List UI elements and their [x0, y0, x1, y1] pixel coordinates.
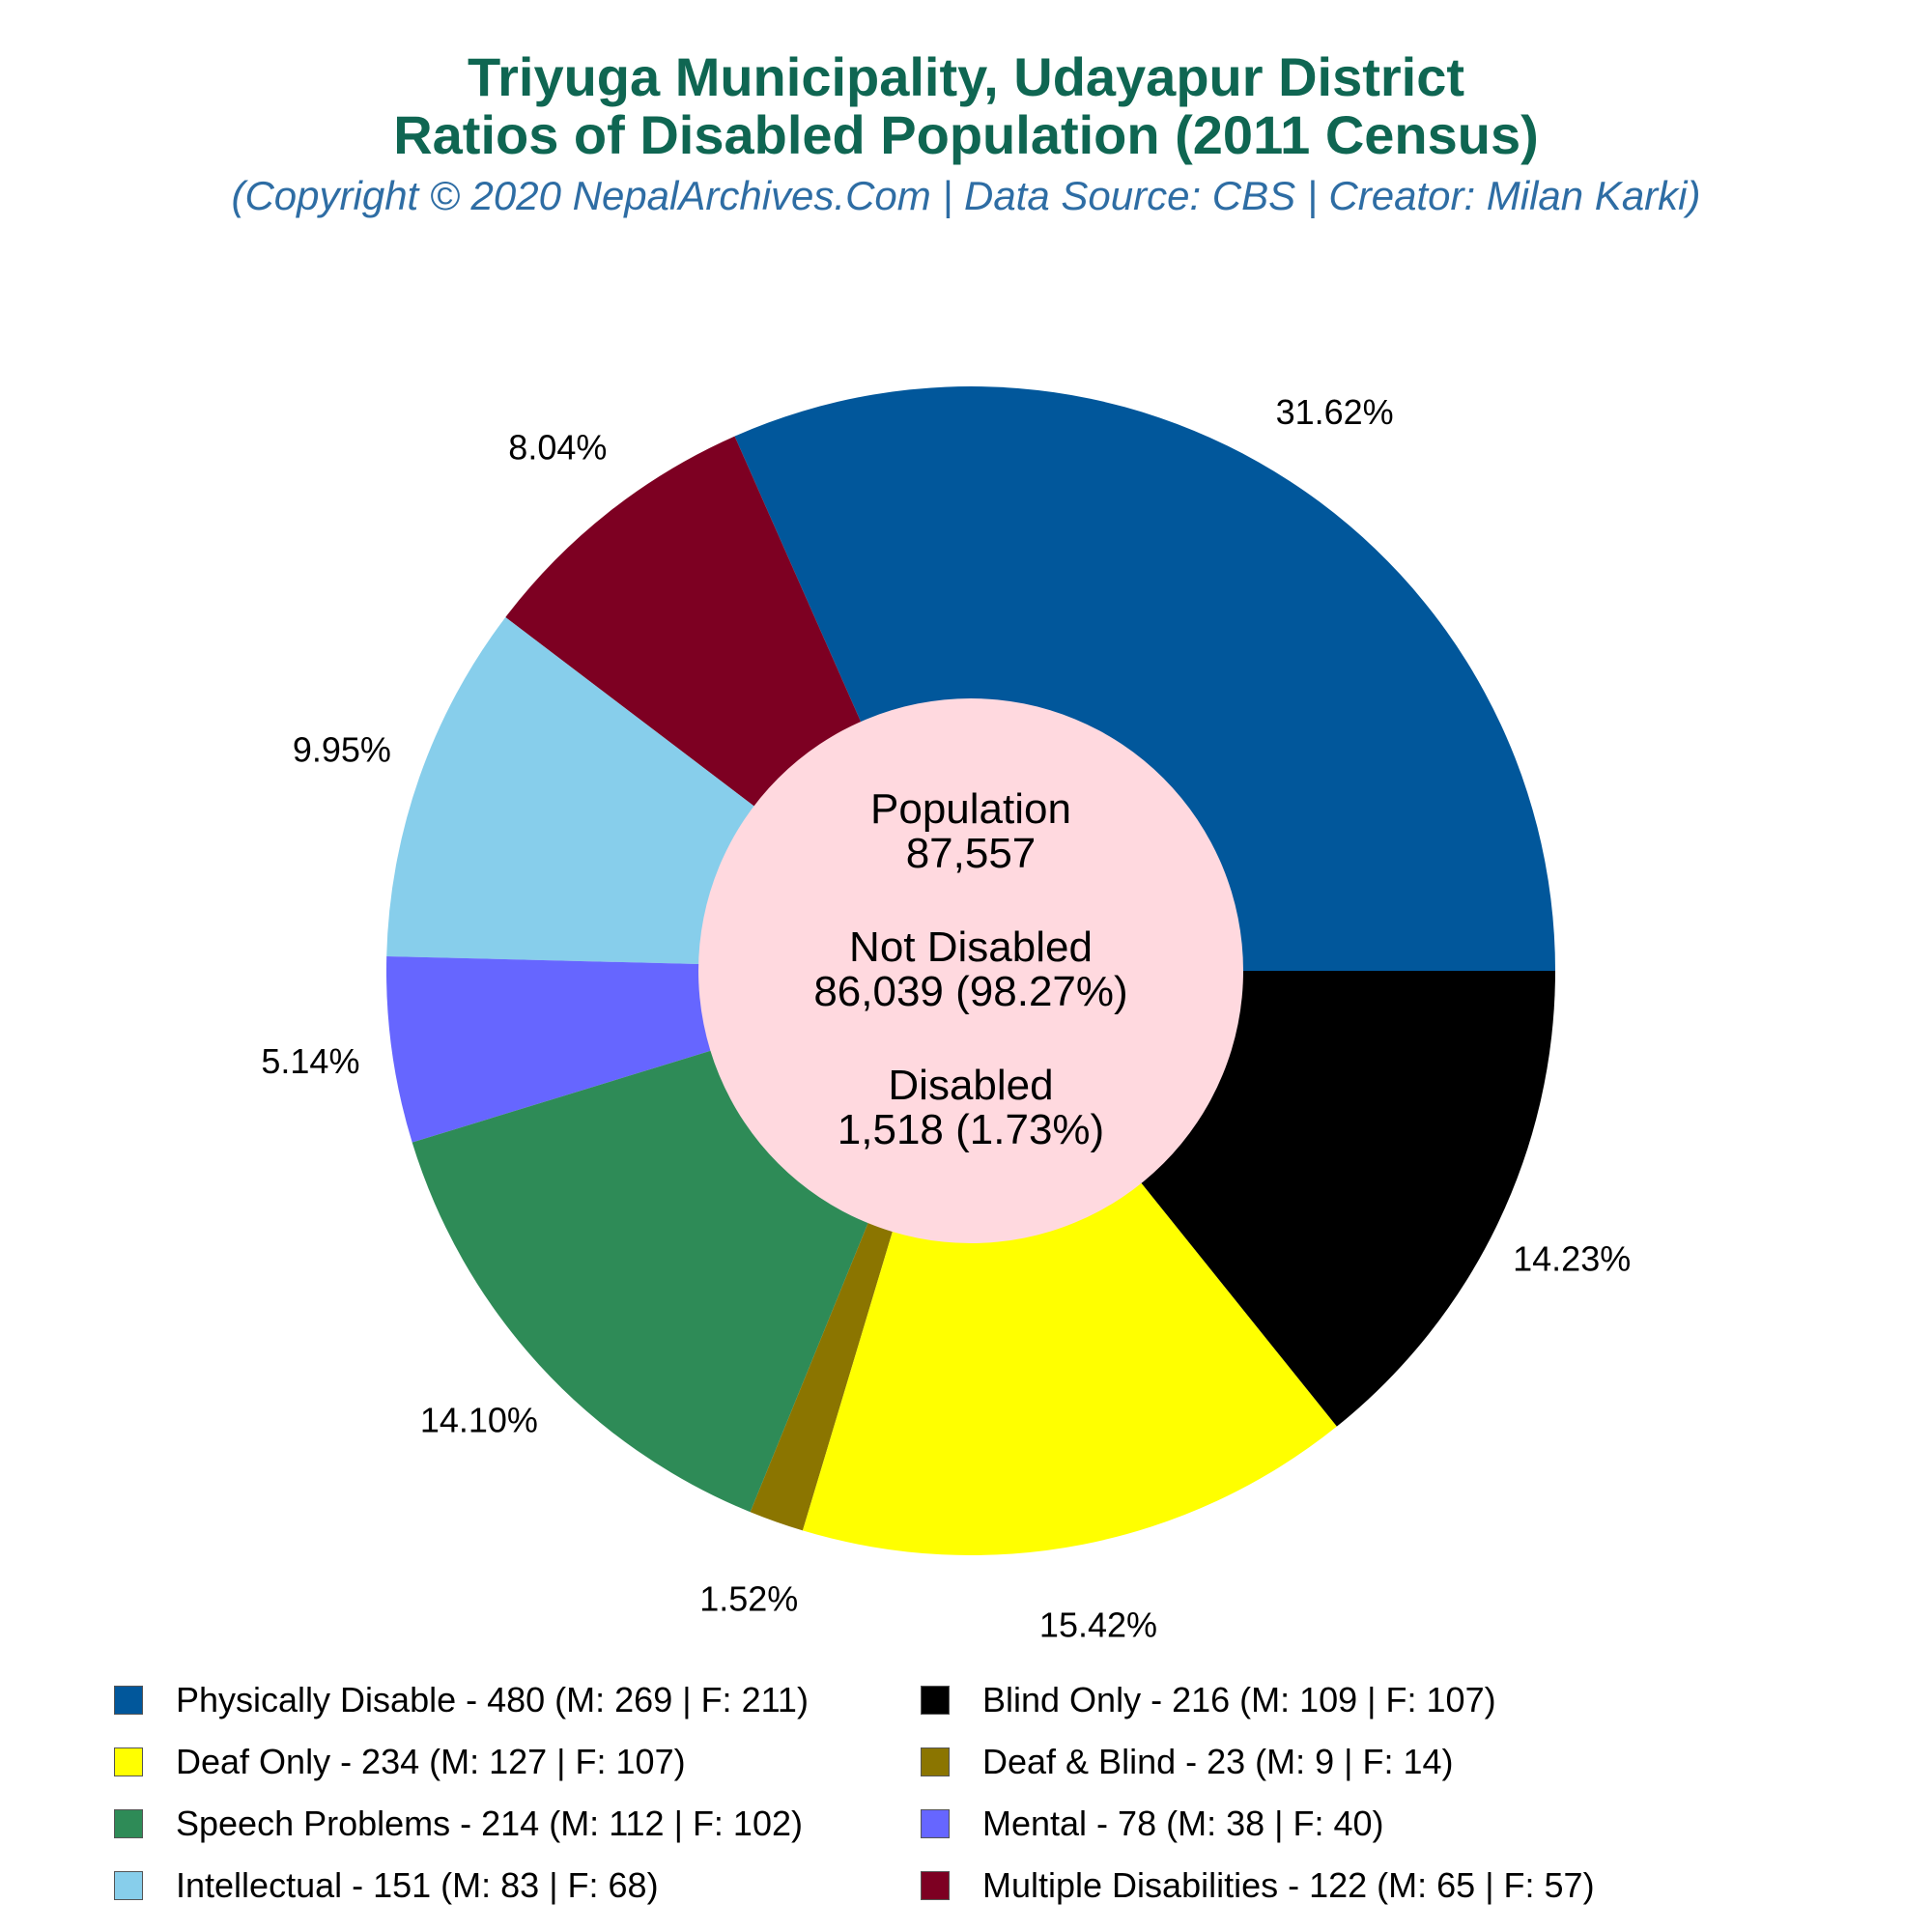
- chart-title-line1: Triyuga Municipality, Udayapur District: [467, 46, 1465, 107]
- legend-label: Speech Problems - 214 (M: 112 | F: 102): [176, 1804, 803, 1843]
- chart-subtitle: (Copyright © 2020 NepalArchives.Com | Da…: [231, 173, 1701, 218]
- legend-label: Multiple Disabilities - 122 (M: 65 | F: …: [982, 1865, 1595, 1905]
- center-disabled-label: Disabled: [888, 1062, 1053, 1109]
- legend-item-deaf-blind: Deaf & Blind - 23 (M: 9 | F: 14): [921, 1738, 1454, 1786]
- percent-label-physically-disable: 31.62%: [1276, 392, 1394, 432]
- center-population-value: 87,557: [906, 830, 1037, 877]
- legend-item-speech-problems: Speech Problems - 214 (M: 112 | F: 102): [114, 1800, 803, 1848]
- legend-label: Deaf Only - 234 (M: 127 | F: 107): [176, 1742, 686, 1781]
- legend-label: Physically Disable - 480 (M: 269 | F: 21…: [176, 1680, 809, 1719]
- legend-swatch: [921, 1686, 950, 1715]
- legend-swatch: [114, 1747, 143, 1776]
- percent-label-deaf-blind: 1.52%: [699, 1579, 798, 1619]
- center-not-disabled-value: 86,039 (98.27%): [813, 968, 1127, 1015]
- legend-item-physically-disable: Physically Disable - 480 (M: 269 | F: 21…: [114, 1676, 809, 1724]
- center-disabled-value: 1,518 (1.73%): [838, 1106, 1104, 1153]
- legend-item-blind-only: Blind Only - 216 (M: 109 | F: 107): [921, 1676, 1496, 1724]
- percent-label-deaf-only: 15.42%: [1039, 1605, 1157, 1644]
- legend-label: Deaf & Blind - 23 (M: 9 | F: 14): [982, 1742, 1454, 1781]
- percent-label-blind-only: 14.23%: [1513, 1238, 1631, 1278]
- center-not-disabled-label: Not Disabled: [849, 923, 1093, 971]
- percent-label-speech-problems: 14.10%: [420, 1401, 538, 1440]
- legend-label: Intellectual - 151 (M: 83 | F: 68): [176, 1865, 659, 1905]
- chart-title-line2: Ratios of Disabled Population (2011 Cens…: [393, 104, 1539, 165]
- legend-swatch: [921, 1871, 950, 1900]
- legend-item-mental: Mental - 78 (M: 38 | F: 40): [921, 1800, 1384, 1848]
- percent-label-intellectual: 9.95%: [293, 730, 391, 770]
- percent-label-mental: 5.14%: [261, 1041, 359, 1081]
- legend-swatch: [114, 1809, 143, 1838]
- center-circle: [698, 698, 1243, 1243]
- center-population-label: Population: [870, 785, 1071, 833]
- legend-label: Mental - 78 (M: 38 | F: 40): [982, 1804, 1384, 1843]
- legend-swatch: [114, 1686, 143, 1715]
- legend-item-intellectual: Intellectual - 151 (M: 83 | F: 68): [114, 1861, 659, 1910]
- legend-label: Blind Only - 216 (M: 109 | F: 107): [982, 1680, 1496, 1719]
- legend-swatch: [114, 1871, 143, 1900]
- percent-label-multiple-disabilities: 8.04%: [508, 428, 607, 468]
- legend-swatch: [921, 1747, 950, 1776]
- legend-swatch: [921, 1809, 950, 1838]
- percent-labels: 31.62% 8.04% 9.95% 5.14% 14.10% 1.52% 15.42% 14…: [261, 392, 1631, 1644]
- legend-item-deaf-only: Deaf Only - 234 (M: 127 | F: 107): [114, 1738, 686, 1786]
- legend-item-multiple-disabilities: Multiple Disabilities - 122 (M: 65 | F: …: [921, 1861, 1595, 1910]
